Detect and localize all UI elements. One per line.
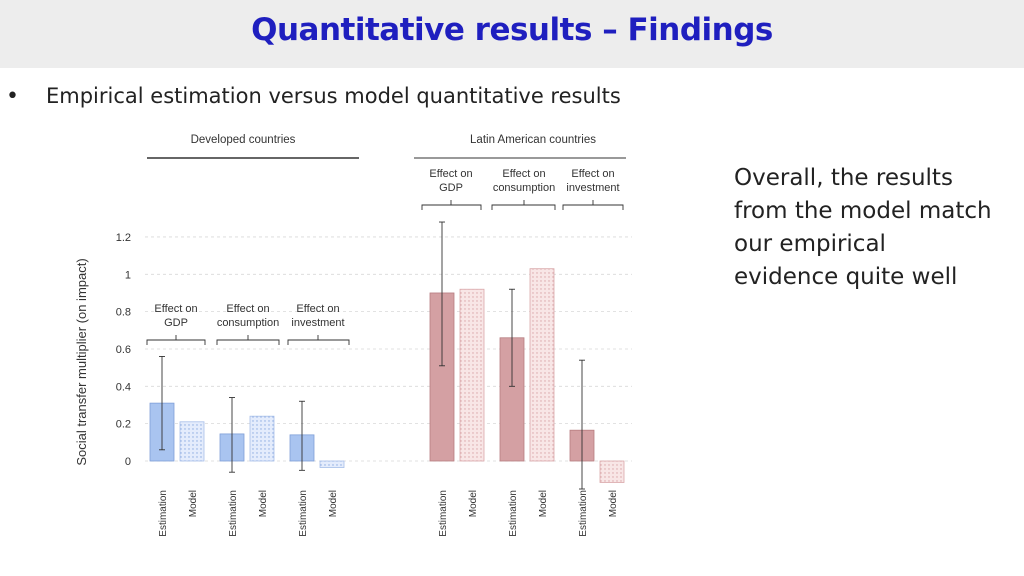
group-bracket bbox=[421, 200, 482, 210]
group-bracket bbox=[216, 335, 280, 345]
multiplier-chart: 1.2 1 0.8 0.6 0.4 0.2 0 Social transfer multipl… bbox=[74, 134, 632, 537]
category-label: Model bbox=[538, 490, 549, 517]
category-label: Model bbox=[188, 490, 199, 517]
group-bracket bbox=[287, 335, 350, 345]
y-tick-label: 1 bbox=[125, 269, 131, 281]
y-tick-label: 0.6 bbox=[116, 344, 131, 356]
bullet-marker: • bbox=[6, 84, 19, 109]
model-bar bbox=[599, 460, 625, 483]
group-bracket bbox=[491, 200, 556, 210]
category-label: Estimation bbox=[298, 490, 309, 537]
model-bar bbox=[459, 288, 485, 462]
category-label: Estimation bbox=[508, 490, 519, 537]
category-label: Estimation bbox=[228, 490, 239, 537]
y-axis-label: Social transfer multiplier (on impact) bbox=[74, 258, 89, 465]
category-label: Model bbox=[468, 490, 479, 517]
model-bar bbox=[319, 460, 345, 468]
y-tick-label: 0.4 bbox=[116, 381, 131, 393]
model-bar bbox=[179, 421, 205, 462]
group-bracket bbox=[146, 335, 206, 345]
group-label: Effect on consumption bbox=[493, 168, 555, 194]
model-bar bbox=[249, 415, 275, 462]
y-tick-label: 0 bbox=[125, 456, 131, 468]
y-tick-label: 1.2 bbox=[116, 232, 131, 244]
group-bracket bbox=[562, 200, 624, 210]
group-label: Effect on GDP bbox=[429, 168, 472, 194]
model-bar bbox=[529, 268, 555, 462]
panel-title: Developed countries bbox=[191, 134, 296, 146]
category-label: Model bbox=[258, 490, 269, 517]
title-bar: Quantitative results – Findings bbox=[0, 0, 1024, 68]
category-label: Model bbox=[608, 490, 619, 517]
group-label: Effect on consumption bbox=[217, 303, 279, 329]
category-label: Estimation bbox=[158, 490, 169, 537]
slide-title: Quantitative results – Findings bbox=[251, 12, 773, 48]
category-label: Estimation bbox=[438, 490, 449, 537]
y-tick-label: 0.8 bbox=[116, 307, 131, 319]
category-label: Model bbox=[328, 490, 339, 517]
panel-title: Latin American countries bbox=[470, 134, 596, 146]
y-tick-label: 0.2 bbox=[116, 419, 131, 431]
group-label: Effect on investment bbox=[291, 303, 344, 329]
group-label: Effect on investment bbox=[566, 168, 619, 194]
category-label: Estimation bbox=[578, 490, 589, 537]
bullet-text: Empirical estimation versus model quanti… bbox=[46, 84, 621, 108]
conclusion-note: Overall, the results from the model matc… bbox=[734, 165, 992, 290]
group-label: Effect on GDP bbox=[154, 303, 197, 329]
